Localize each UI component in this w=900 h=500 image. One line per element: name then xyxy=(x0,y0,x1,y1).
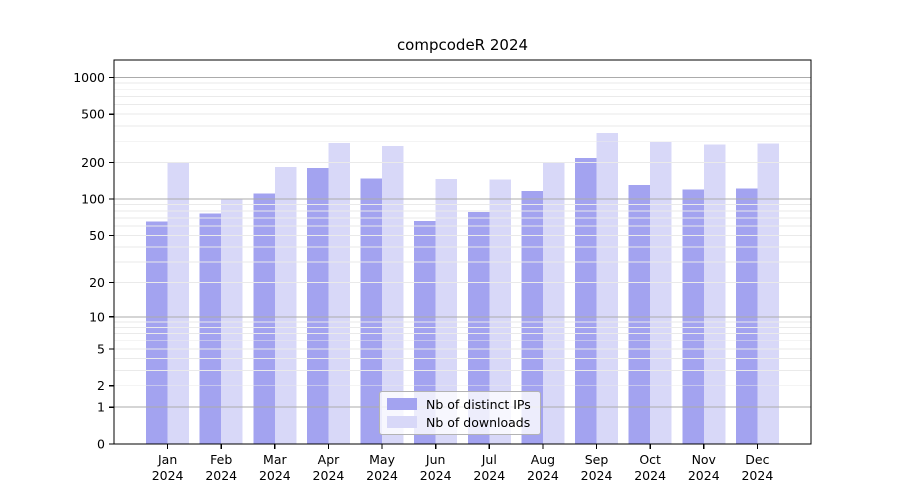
x-tick-label-year: 2024 xyxy=(259,468,291,483)
x-tick-label-month: Oct xyxy=(639,452,661,467)
y-tick-label: 10 xyxy=(89,309,105,324)
plot-border xyxy=(113,59,812,445)
bar xyxy=(414,220,436,444)
bar xyxy=(306,168,329,444)
bar xyxy=(360,178,383,444)
legend-item-downloads: Nb of downloads xyxy=(387,415,532,430)
legend-label-distinct-ips: Nb of distinct IPs xyxy=(426,396,531,412)
x-tick-label-year: 2024 xyxy=(741,468,773,483)
bar xyxy=(757,143,779,444)
bar xyxy=(328,143,350,445)
x-tick-label-year: 2024 xyxy=(420,468,452,483)
bar xyxy=(489,179,511,444)
bar xyxy=(435,178,458,445)
x-tick-label-year: 2024 xyxy=(205,468,237,483)
x-tick-label-month: Mar xyxy=(263,452,287,467)
x-axis: Jan2024Feb2024Mar2024Apr2024May2024Jun20… xyxy=(152,444,773,483)
y-tick-label: 20 xyxy=(89,275,105,290)
bar xyxy=(596,133,619,444)
legend-label-downloads: Nb of downloads xyxy=(426,414,531,430)
x-tick-label-month: Jul xyxy=(481,452,497,467)
y-tick-label: 0 xyxy=(97,437,105,452)
y-tick-label: 200 xyxy=(81,155,105,170)
minor-gridlines xyxy=(114,82,811,387)
y-tick-label: 2 xyxy=(97,378,105,393)
y-tick-label: 1 xyxy=(97,400,105,415)
bar xyxy=(253,193,275,444)
y-tick-label: 50 xyxy=(89,228,105,243)
bar xyxy=(521,190,543,444)
x-tick-label-month: Sep xyxy=(585,452,609,467)
bar xyxy=(274,167,297,445)
x-tick-label-month: May xyxy=(369,452,395,467)
bar xyxy=(650,141,672,444)
bar xyxy=(167,162,190,444)
chart-title: compcodeR 2024 xyxy=(396,36,529,54)
x-tick-label-month: Feb xyxy=(210,452,232,467)
x-tick-label-year: 2024 xyxy=(527,468,559,483)
x-tick-label-month: Apr xyxy=(318,452,340,467)
x-tick-label-year: 2024 xyxy=(152,468,184,483)
bar xyxy=(575,158,597,444)
x-tick-label-year: 2024 xyxy=(473,468,505,483)
x-tick-label-month: Dec xyxy=(745,452,769,467)
y-tick-label: 100 xyxy=(81,192,105,207)
y-axis: 0 1 2 5 10 20 50 100 200 500 1000 xyxy=(73,70,114,452)
x-tick-label-year: 2024 xyxy=(581,468,613,483)
bar xyxy=(703,144,726,444)
legend-swatch-distinct-ips xyxy=(387,398,417,410)
legend-swatch-downloads xyxy=(387,416,417,428)
bar xyxy=(382,145,404,444)
y-tick-label: 5 xyxy=(97,341,105,356)
legend: Nb of distinct IPs Nb of downloads xyxy=(379,391,541,435)
bar xyxy=(542,161,565,444)
y-tick-label: 1000 xyxy=(73,70,105,85)
x-tick-label-year: 2024 xyxy=(313,468,345,483)
x-tick-label-year: 2024 xyxy=(634,468,666,483)
x-tick-label-month: Aug xyxy=(531,452,555,467)
legend-item-distinct-ips: Nb of distinct IPs xyxy=(387,397,532,412)
bar xyxy=(146,221,168,444)
y-tick-label: 500 xyxy=(81,107,105,122)
x-tick-label-year: 2024 xyxy=(366,468,398,483)
x-tick-label-month: Nov xyxy=(692,452,717,467)
bar xyxy=(199,213,222,444)
x-tick-label-month: Jun xyxy=(425,452,446,467)
x-tick-label-month: Jan xyxy=(157,452,177,467)
bar xyxy=(628,184,651,444)
x-tick-label-year: 2024 xyxy=(688,468,720,483)
